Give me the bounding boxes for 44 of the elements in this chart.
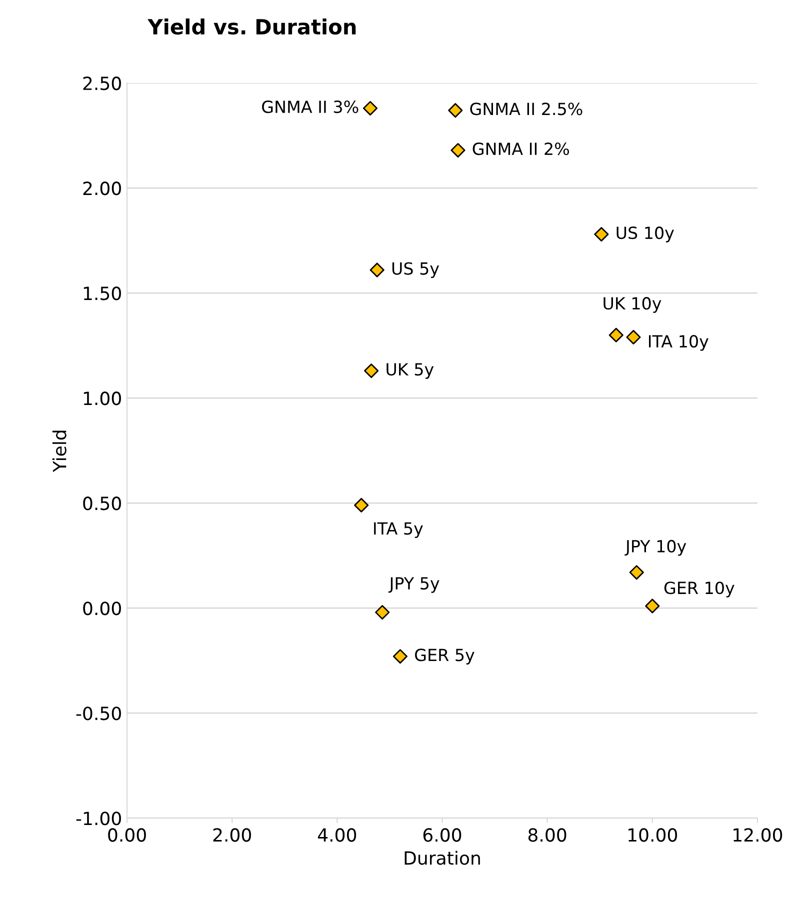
- x-tick-label: 6.00: [423, 828, 462, 842]
- point: [629, 565, 644, 580]
- point: [448, 103, 463, 118]
- x-tick-label: 4.00: [318, 828, 356, 842]
- x-tick-label: 0.00: [108, 828, 146, 842]
- annotation: JPY 5y: [388, 577, 440, 593]
- point: [392, 649, 408, 664]
- point: [362, 100, 378, 116]
- annotation: GER 5y: [415, 648, 474, 664]
- y-tick-label: 0.00: [83, 602, 121, 616]
- x-tick-label: 2.00: [213, 828, 251, 842]
- y-axis-title: Yield: [52, 430, 66, 472]
- x-axis-title: Duration: [404, 850, 480, 865]
- x-tick-label: 12.00: [734, 828, 782, 842]
- point: [645, 598, 660, 614]
- annotation: US 10y: [616, 226, 674, 242]
- annotation: US 5y: [392, 262, 440, 278]
- point: [370, 262, 384, 278]
- point: [364, 364, 379, 378]
- annotation: ITA 10y: [648, 334, 708, 351]
- y-tick-label: -0.50: [76, 706, 121, 720]
- annotation: GNMA II 3%: [262, 100, 358, 114]
- annotation: ITA 5y: [374, 522, 423, 538]
- point: [626, 330, 641, 344]
- y-tick-label: 2.50: [83, 76, 121, 90]
- annotation: GER 10y: [664, 582, 734, 598]
- y-tick-label: -1.00: [76, 812, 121, 826]
- y-tick-label: 1.50: [84, 286, 121, 300]
- x-tick-label: 8.00: [528, 828, 566, 842]
- point: [608, 328, 624, 342]
- x-tick-label: 10.00: [628, 828, 678, 842]
- annotation: GNMA II 2%: [472, 142, 569, 156]
- y-tick-label: 0.50: [83, 496, 121, 510]
- annotation: UK 10y: [604, 297, 662, 313]
- chart-title: Yield vs. Duration: [148, 18, 356, 35]
- y-tick-label: 2.00: [83, 182, 121, 196]
- annotation: GNMA II 2.5%: [470, 102, 582, 116]
- point: [375, 605, 390, 620]
- y-tick-label: 1.00: [84, 392, 121, 406]
- point: [450, 142, 466, 158]
- point: [594, 227, 609, 242]
- point: [354, 498, 369, 512]
- annotation: UK 5y: [386, 363, 434, 379]
- annotation: JPY 10y: [624, 540, 686, 556]
